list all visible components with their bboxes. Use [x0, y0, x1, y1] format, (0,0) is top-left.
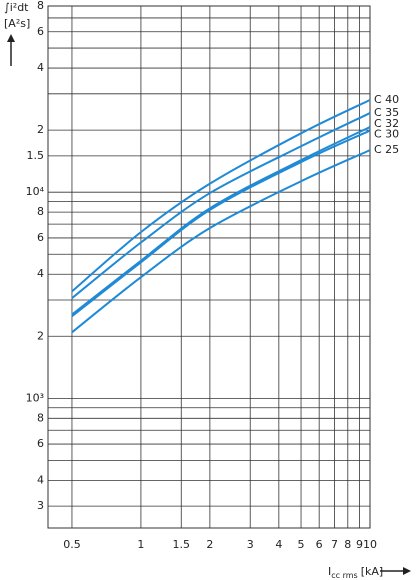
series-line — [71, 149, 371, 334]
y-tick-label: 6 — [37, 437, 44, 450]
y-tick-label: 2 — [37, 329, 44, 342]
series-line — [71, 112, 371, 299]
x-tick-label: 8 — [344, 538, 351, 551]
x-tick-label: 6 — [316, 538, 323, 551]
y-tick-label: 4 — [37, 61, 44, 74]
series-label: C 35 — [374, 106, 399, 119]
y-tick-label: 3 — [37, 499, 44, 512]
x-label-sub: cc rms — [331, 571, 357, 580]
series-label: C 32 — [374, 117, 399, 130]
y-tick-label: 4 — [37, 473, 44, 486]
y-tick-label: 8 — [37, 205, 44, 218]
series-line — [71, 129, 371, 318]
series-label: C 40 — [374, 93, 399, 106]
x-tick-label: 0.5 — [63, 538, 81, 551]
x-tick-label: 1 — [137, 538, 144, 551]
x-tick-label: 5 — [298, 538, 305, 551]
x-tick-label: 3 — [247, 538, 254, 551]
y-tick-label: 4 — [37, 267, 44, 280]
y-tick-label: 8 — [37, 0, 44, 12]
series-label: C 25 — [374, 143, 399, 156]
x-label: Icc rms [kA] — [328, 565, 383, 580]
y-arrow-head — [7, 34, 15, 42]
y-label-line2: [A²s] — [4, 17, 30, 30]
x-tick-label: 10 — [363, 538, 377, 551]
x-label-main: I — [328, 565, 331, 578]
series-line — [71, 99, 371, 293]
x-tick-label: 9 — [356, 538, 363, 551]
x-tick-label: 1.5 — [173, 538, 191, 551]
series-label: C 30 — [374, 128, 399, 141]
y-tick-label: 1.5 — [27, 149, 45, 162]
x-tick-label: 7 — [331, 538, 338, 551]
x-tick-label: 4 — [275, 538, 282, 551]
y-tick-label: 6 — [37, 231, 44, 244]
plot-frame — [47, 5, 371, 529]
series-line — [71, 126, 371, 316]
y-tick-label: 6 — [37, 25, 44, 38]
y-tick-label: 2 — [37, 123, 44, 136]
y-tick-label: 8 — [37, 411, 44, 424]
x-label-unit: [kA] — [361, 565, 383, 578]
x-tick-label: 2 — [206, 538, 213, 551]
x-arrow-head — [403, 567, 411, 575]
y-tick-label: 10³ — [26, 391, 44, 404]
y-tick-label: 10⁴ — [26, 185, 45, 198]
y-label-line1: ∫i²dt — [4, 1, 29, 14]
